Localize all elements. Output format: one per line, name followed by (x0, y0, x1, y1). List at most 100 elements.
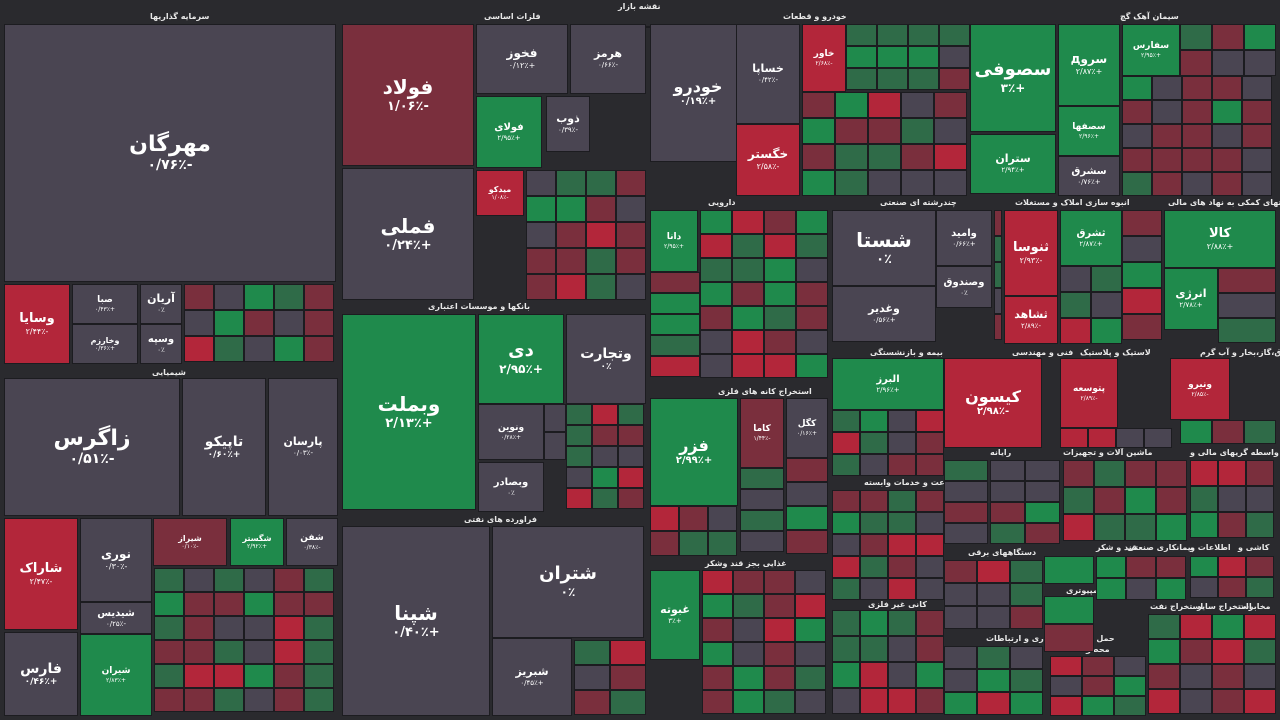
stock-cell[interactable] (1063, 514, 1094, 541)
stock-cell[interactable] (586, 170, 616, 196)
stock-cell[interactable] (154, 592, 184, 616)
stock-cell[interactable] (764, 306, 796, 330)
stock-cell[interactable] (860, 512, 888, 534)
stock-cell[interactable] (1044, 624, 1094, 652)
stock-tile[interactable]: سشرق +۰/۷۶٪ (1058, 156, 1120, 196)
stock-cell[interactable] (650, 356, 700, 377)
stock-tile[interactable]: دانا +۲/۹۵٪ (650, 210, 698, 272)
stock-cell[interactable] (556, 248, 586, 274)
stock-cell[interactable] (154, 616, 184, 640)
stock-cell[interactable] (916, 410, 944, 432)
stock-cell[interactable] (214, 310, 244, 336)
stock-cell[interactable] (610, 640, 646, 665)
stock-cell[interactable] (1148, 614, 1180, 639)
stock-cell[interactable] (1218, 268, 1276, 293)
stock-cell[interactable] (274, 284, 304, 310)
stock-tile[interactable]: ستران +۲/۹۴٪ (970, 134, 1056, 194)
stock-cell[interactable] (526, 196, 556, 222)
stock-tile[interactable]: ونوین +۰/۲۸٪ (478, 404, 544, 460)
stock-cell[interactable] (860, 556, 888, 578)
stock-cell[interactable] (888, 512, 916, 534)
stock-tile[interactable]: کگل +۰/۱۶٪ (786, 398, 828, 458)
stock-cell[interactable] (868, 144, 901, 170)
stock-cell[interactable] (994, 262, 1002, 288)
stock-cell[interactable] (877, 46, 908, 68)
stock-cell[interactable] (679, 531, 708, 556)
stock-cell[interactable] (796, 258, 828, 282)
stock-cell[interactable] (916, 556, 944, 578)
stock-cell[interactable] (944, 606, 977, 629)
stock-cell[interactable] (908, 24, 939, 46)
stock-cell[interactable] (994, 236, 1002, 262)
stock-cell[interactable] (916, 490, 944, 512)
stock-cell[interactable] (556, 274, 586, 300)
stock-cell[interactable] (1122, 262, 1162, 288)
stock-cell[interactable] (1218, 577, 1246, 598)
stock-tile[interactable]: شستا ۰٪ (832, 210, 936, 286)
stock-cell[interactable] (732, 282, 764, 306)
stock-tile[interactable]: خساپا -۰/۴۲٪ (736, 24, 800, 124)
stock-cell[interactable] (1190, 460, 1218, 486)
stock-cell[interactable] (184, 640, 214, 664)
stock-cell[interactable] (244, 310, 274, 336)
stock-tile[interactable]: شیران +۲/۸۳٪ (80, 634, 152, 716)
stock-cell[interactable] (795, 690, 826, 714)
stock-cell[interactable] (1091, 266, 1122, 292)
stock-cell[interactable] (795, 642, 826, 666)
stock-cell[interactable] (702, 690, 733, 714)
stock-cell[interactable] (304, 592, 334, 616)
stock-cell[interactable] (1180, 614, 1212, 639)
stock-cell[interactable] (526, 222, 556, 248)
stock-cell[interactable] (184, 592, 214, 616)
stock-cell[interactable] (1096, 578, 1126, 600)
stock-cell[interactable] (700, 354, 732, 378)
stock-cell[interactable] (184, 284, 214, 310)
stock-cell[interactable] (888, 556, 916, 578)
stock-cell[interactable] (304, 310, 334, 336)
stock-cell[interactable] (796, 210, 828, 234)
stock-cell[interactable] (1122, 148, 1152, 172)
stock-cell[interactable] (184, 616, 214, 640)
stock-cell[interactable] (1122, 76, 1152, 100)
stock-cell[interactable] (733, 618, 764, 642)
stock-cell[interactable] (1091, 292, 1122, 318)
stock-cell[interactable] (1156, 460, 1187, 487)
stock-cell[interactable] (764, 594, 795, 618)
stock-cell[interactable] (1182, 124, 1212, 148)
stock-cell[interactable] (846, 68, 877, 90)
stock-cell[interactable] (184, 688, 214, 712)
stock-cell[interactable] (786, 482, 828, 506)
stock-cell[interactable] (944, 460, 988, 481)
stock-cell[interactable] (1242, 148, 1272, 172)
stock-cell[interactable] (977, 669, 1010, 692)
stock-tile[interactable]: شیدیس -۰/۲۵٪ (80, 602, 152, 634)
stock-cell[interactable] (566, 446, 592, 467)
stock-tile[interactable]: سصوفی +۳٪ (970, 24, 1056, 132)
stock-cell[interactable] (1010, 583, 1043, 606)
stock-cell[interactable] (1050, 676, 1082, 696)
stock-cell[interactable] (304, 568, 334, 592)
stock-cell[interactable] (1063, 487, 1094, 514)
stock-cell[interactable] (214, 640, 244, 664)
stock-cell[interactable] (1122, 210, 1162, 236)
stock-cell[interactable] (1218, 460, 1246, 486)
stock-tile[interactable]: انرژی +۲/۷۸٪ (1164, 268, 1218, 330)
stock-cell[interactable] (888, 662, 916, 688)
stock-cell[interactable] (1060, 428, 1088, 448)
stock-cell[interactable] (977, 560, 1010, 583)
stock-cell[interactable] (860, 490, 888, 512)
stock-cell[interactable] (764, 282, 796, 306)
stock-cell[interactable] (679, 506, 708, 531)
stock-tile[interactable]: وتجارت ۰٪ (566, 314, 646, 404)
stock-cell[interactable] (1096, 556, 1126, 578)
stock-tile[interactable]: وصندوق ۰٪ (936, 266, 992, 308)
stock-tile[interactable]: شتران ۰٪ (492, 526, 644, 638)
stock-cell[interactable] (214, 336, 244, 362)
stock-cell[interactable] (274, 640, 304, 664)
stock-tile[interactable]: ثشاهد -۲/۸۹٪ (1004, 296, 1058, 344)
stock-cell[interactable] (702, 618, 733, 642)
stock-cell[interactable] (1148, 664, 1180, 689)
stock-cell[interactable] (244, 640, 274, 664)
stock-cell[interactable] (1025, 502, 1060, 523)
stock-cell[interactable] (544, 404, 566, 432)
